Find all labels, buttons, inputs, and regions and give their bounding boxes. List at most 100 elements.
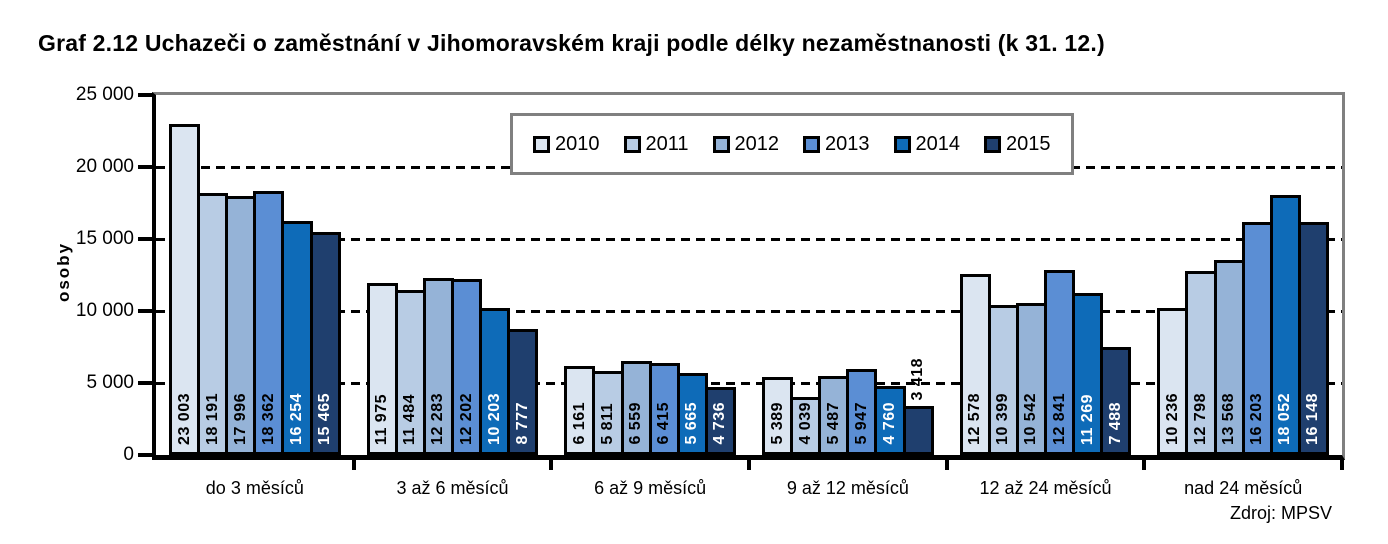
legend-item: 2012 [712, 134, 779, 154]
bar-value-label: 16 148 [1304, 393, 1322, 445]
bar-group: 5 389 4 039 5 487 5 947 4 760 3 418 [749, 95, 947, 455]
bar-value-label: 10 399 [994, 393, 1012, 445]
bar-value-label: 16 254 [287, 393, 305, 445]
x-axis-tick [944, 460, 949, 470]
legend-swatch [984, 135, 1002, 153]
bar-value-label: 5 389 [768, 402, 786, 445]
y-tick-label: 5 000 [86, 372, 134, 393]
bar-value-label: 12 202 [457, 393, 475, 445]
bar: 18 362 [253, 190, 285, 455]
bar-value-label: 11 484 [401, 393, 419, 445]
bar-value-label: 5 947 [852, 402, 870, 445]
x-axis-tick [1340, 460, 1344, 470]
bar: 3 418 [902, 358, 934, 455]
y-tick-label: 20 000 [75, 156, 134, 177]
bar-group: 23 003 18 191 17 996 18 362 16 254 15 465 [156, 95, 354, 455]
bar-group: 11 975 11 484 12 283 12 202 10 203 8 777 [354, 95, 552, 455]
legend-item: 2015 [984, 134, 1051, 154]
y-axis-tick [138, 165, 152, 169]
bar-value-label: 6 559 [627, 402, 645, 445]
bar-group: 12 578 10 399 10 542 12 841 11 269 7 488 [947, 95, 1145, 455]
bar: 16 203 [1241, 221, 1273, 455]
bar-value-label: 12 578 [966, 393, 984, 445]
bar: 18 191 [197, 193, 229, 455]
y-axis-title: osoby [54, 241, 73, 303]
gridline [156, 382, 1342, 385]
bar: 7 488 [1100, 347, 1132, 455]
bar-value-label: 10 542 [1022, 393, 1040, 445]
bar-value-label: 8 777 [513, 402, 531, 445]
bar: 5 811 [592, 371, 624, 455]
legend-swatch [623, 135, 641, 153]
legend: 2010 2011 2012 2013 2014 2015 [510, 113, 1074, 175]
x-axis-tick [351, 460, 356, 470]
bar-value-label: 4 760 [881, 402, 898, 445]
y-axis-tick [138, 309, 152, 313]
source-note: Zdroj: MPSV [1229, 503, 1332, 523]
bar-value-label: 18 191 [203, 393, 221, 445]
bar-value-label: 3 418 [909, 358, 927, 401]
y-axis-tick [138, 237, 152, 241]
legend-swatch [893, 135, 911, 153]
bar: 18 052 [1269, 195, 1301, 455]
bar-value-label: 15 465 [316, 393, 334, 445]
bar-value-label: 10 203 [485, 393, 503, 445]
bar-value-label: 16 203 [1248, 393, 1266, 445]
bar-value-label: 11 975 [373, 393, 391, 445]
bar: 12 578 [959, 273, 991, 455]
legend-item: 2011 [623, 133, 689, 155]
bar: 5 487 [818, 376, 850, 455]
bar: 5 947 [846, 369, 878, 455]
legend-swatch [803, 135, 821, 153]
bar: 15 465 [309, 232, 341, 455]
bar: 4 760 [874, 386, 906, 455]
bar-value-label: 18 052 [1276, 393, 1294, 445]
x-axis-tick [549, 460, 554, 470]
bar: 16 254 [281, 220, 313, 455]
legend-item: 2013 [803, 134, 870, 154]
bar: 5 665 [676, 373, 708, 455]
bar: 6 161 [564, 366, 596, 455]
bar-value-label: 7 488 [1106, 402, 1124, 445]
bar: 13 568 [1213, 259, 1245, 455]
bar-value-label: 12 283 [429, 393, 447, 445]
bar: 23 003 [169, 123, 201, 455]
x-axis-tick [1142, 460, 1147, 470]
bar-value-label: 5 487 [824, 402, 842, 445]
y-tick-label: 10 000 [75, 300, 134, 321]
bar: 10 399 [987, 305, 1019, 455]
legend-swatch [712, 135, 730, 153]
bar: 11 269 [1072, 292, 1104, 455]
bar-group: 6 161 5 811 6 559 6 415 5 665 4 736 [551, 95, 749, 455]
bar: 10 203 [479, 308, 511, 455]
bar: 10 542 [1015, 303, 1048, 455]
x-axis-label: 12 až 24 měsíců [979, 478, 1112, 498]
bar: 12 841 [1044, 270, 1076, 455]
gridline [156, 238, 1342, 241]
chart-title: Graf 2.12 Uchazeči o zaměstnání v Jihomo… [38, 30, 1105, 56]
legend-label: 2011 [645, 133, 689, 155]
bar: 11 975 [366, 282, 398, 455]
bar-value-label: 6 415 [655, 402, 673, 445]
bar: 6 415 [648, 362, 680, 455]
bar: 6 559 [620, 360, 652, 455]
bar-value-label: 6 161 [570, 402, 588, 445]
x-axis-label: 3 až 6 měsíců [396, 478, 509, 498]
bar-value-label: 12 841 [1050, 393, 1068, 445]
x-axis-tick [747, 460, 751, 470]
bar: 12 283 [422, 278, 454, 455]
bar-value-label: 23 003 [175, 393, 193, 445]
bar: 12 798 [1185, 270, 1217, 455]
bar: 4 736 [704, 386, 736, 455]
y-axis-tick [138, 381, 152, 385]
bar-value-label: 10 236 [1163, 393, 1181, 445]
x-axis-label: 9 až 12 měsíců [786, 478, 909, 498]
x-axis-label: do 3 měsíců [205, 478, 304, 498]
x-axis-label: nad 24 měsíců [1184, 478, 1303, 498]
legend-label: 2013 [825, 133, 870, 155]
bar-value-label: 11 269 [1078, 393, 1096, 445]
x-axis-label: 6 až 9 měsíců [594, 478, 707, 498]
bar: 5 389 [762, 377, 794, 455]
bar-value-label: 4 039 [796, 402, 814, 445]
